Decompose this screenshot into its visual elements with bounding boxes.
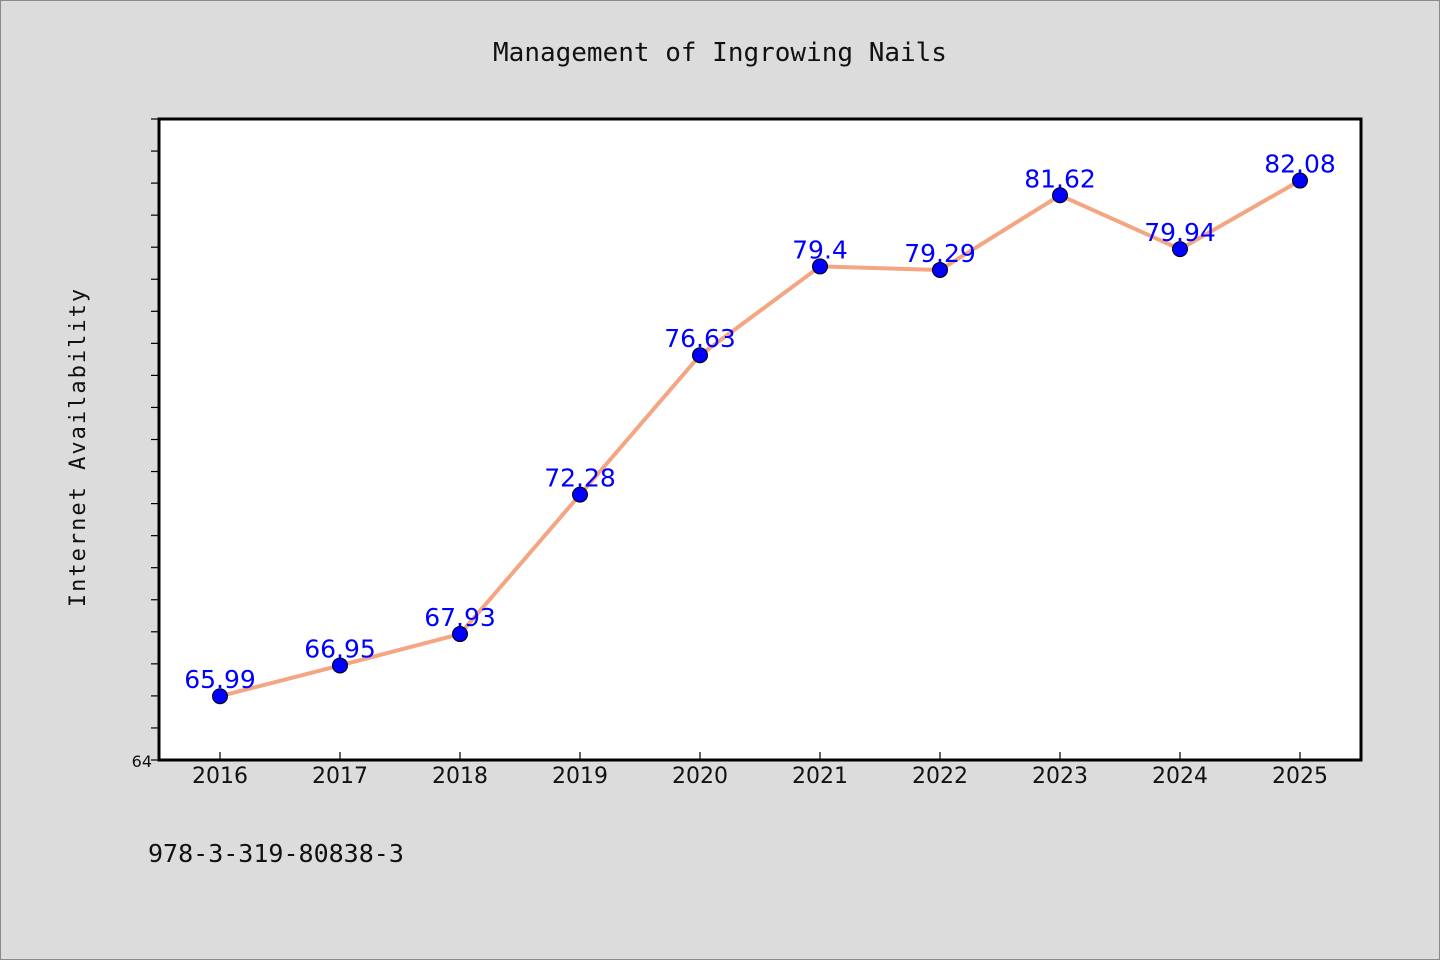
data-label: 82.08	[1264, 150, 1336, 179]
data-label: 79.29	[904, 239, 976, 268]
data-point	[812, 258, 828, 275]
data-labels: 65.99 66.95 67.93 72.28 76.63 79.4 79.29 81.62 7…	[184, 150, 1336, 695]
data-point	[212, 688, 228, 705]
x-tick-label: 2021	[792, 764, 848, 789]
x-tick-label: 2024	[1152, 764, 1208, 789]
chart-title: Management of Ingrowing Nails	[493, 38, 947, 68]
series-line	[218, 178, 1302, 699]
data-point	[692, 347, 708, 364]
plot-border	[157, 117, 1363, 762]
x-tick-label: 2019	[552, 764, 608, 789]
data-label: 76.63	[664, 324, 736, 353]
x-tick-label: 2018	[432, 764, 488, 789]
data-label: 79.4	[792, 235, 848, 264]
data-point	[572, 486, 588, 503]
x-tick-label: 2022	[912, 764, 968, 789]
plot-area	[159, 119, 1361, 760]
data-label: 67.93	[424, 603, 496, 632]
data-label: 81.62	[1024, 164, 1096, 193]
data-label: 79.94	[1144, 218, 1216, 247]
isbn-footer: 978-3-319-80838-3	[148, 839, 404, 868]
data-label: 65.99	[184, 665, 256, 694]
data-points	[212, 172, 1308, 705]
data-label: 66.95	[304, 634, 376, 663]
x-tick-label: 2020	[672, 764, 728, 789]
data-point	[932, 261, 948, 278]
x-tick-label: 2016	[192, 764, 248, 789]
x-tick-label: 2023	[1032, 764, 1088, 789]
data-point	[1172, 241, 1188, 258]
x-axis-ticks: 2016 2017 2018 2019 2020 2021 2022 2023 2024 2025	[192, 752, 1328, 789]
data-point	[1292, 172, 1308, 189]
y-tick-label-64: 64	[132, 752, 152, 771]
data-point	[1052, 187, 1068, 204]
x-tick-label: 2017	[312, 764, 368, 789]
x-tick-label: 2025	[1272, 764, 1328, 789]
data-point	[332, 657, 348, 674]
data-label: 72.28	[544, 464, 616, 493]
data-point	[452, 626, 468, 643]
y-axis-label: Internet Availability	[66, 287, 91, 607]
